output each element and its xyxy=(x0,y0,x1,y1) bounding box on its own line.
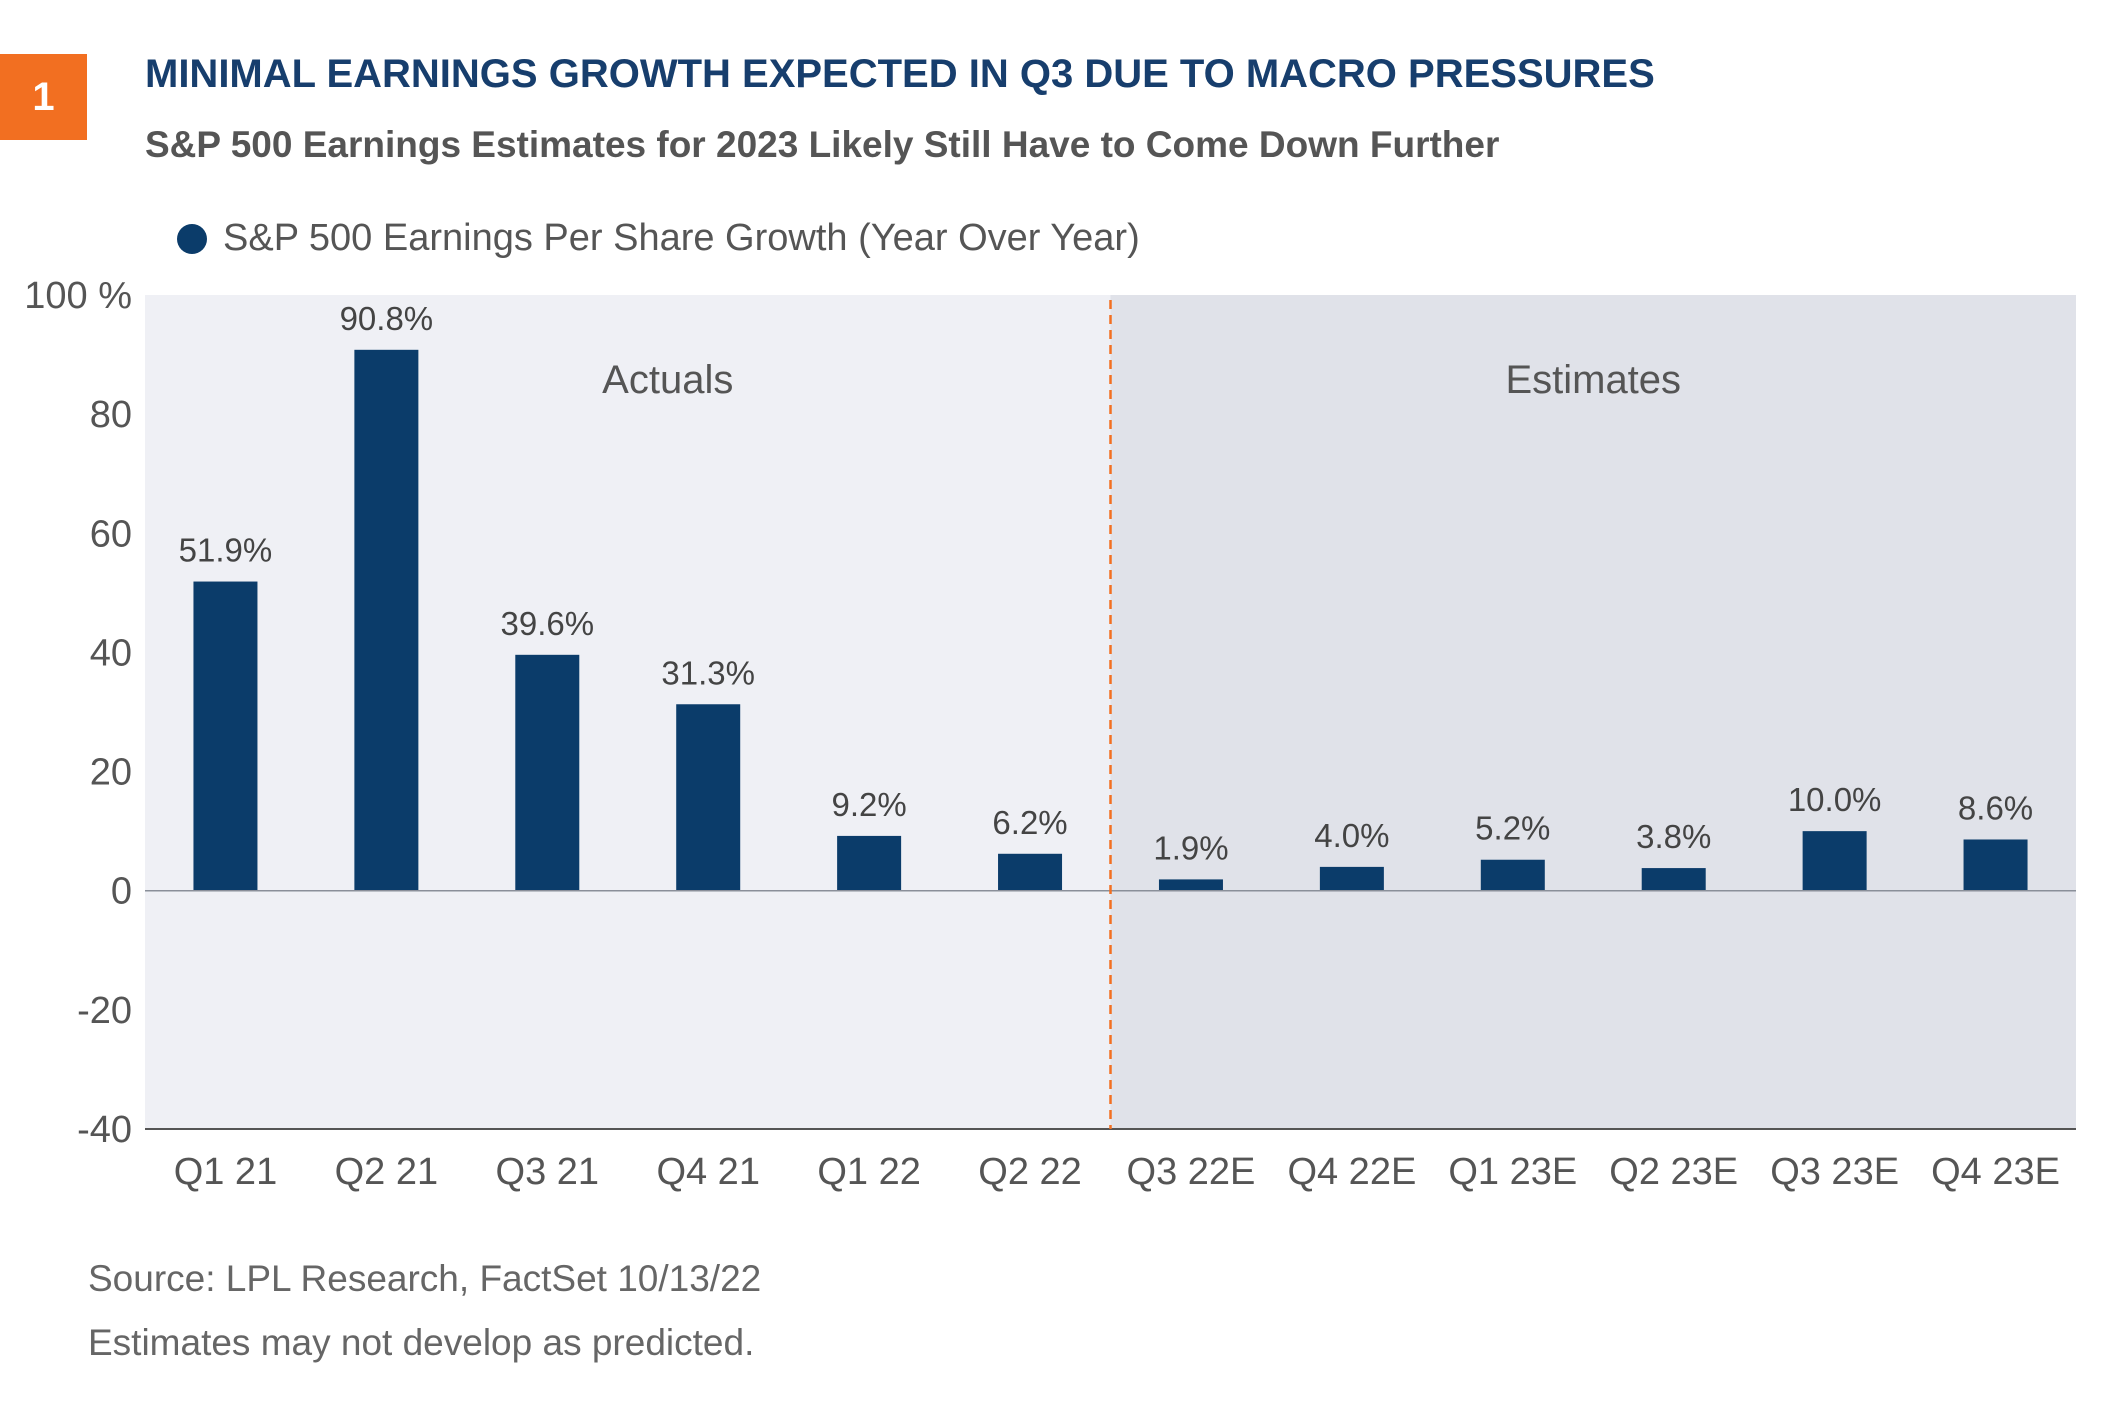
x-tick-label: Q3 22E xyxy=(1127,1151,1256,1193)
x-tick-label: Q4 23E xyxy=(1931,1151,2060,1193)
bar xyxy=(1641,868,1706,891)
x-tick-label: Q4 22E xyxy=(1287,1151,1416,1193)
bar xyxy=(1158,879,1223,891)
y-tick-label: 40 xyxy=(90,632,132,674)
bar xyxy=(1963,839,2028,891)
x-tick-label: Q3 23E xyxy=(1770,1151,1899,1193)
data-label: 90.8% xyxy=(340,300,434,337)
chart-title: MINIMAL EARNINGS GROWTH EXPECTED IN Q3 D… xyxy=(145,52,1655,96)
data-label: 8.6% xyxy=(1958,789,2033,826)
data-label: 31.3% xyxy=(661,654,755,691)
x-tick-label: Q2 21 xyxy=(335,1151,439,1193)
bar xyxy=(1319,866,1384,891)
data-label: 6.2% xyxy=(992,804,1067,841)
y-tick-label: 0 xyxy=(111,871,132,913)
bars xyxy=(193,349,2028,891)
y-tick-label: -40 xyxy=(77,1109,132,1151)
bar xyxy=(837,835,902,891)
data-label: 3.8% xyxy=(1636,818,1711,855)
bar xyxy=(515,654,580,891)
bar xyxy=(354,349,419,891)
source-note: Source: LPL Research, FactSet 10/13/22 xyxy=(88,1258,762,1299)
x-axis-labels: Q1 21 Q2 21 Q3 21 Q4 21 Q1 22 Q2 22 Q3 22E Q4 2… xyxy=(174,1151,2060,1193)
bar xyxy=(193,581,258,891)
x-tick-label: Q1 23E xyxy=(1448,1151,1577,1193)
x-tick-label: Q2 22 xyxy=(978,1151,1082,1193)
data-label: 5.2% xyxy=(1475,810,1550,847)
legend: S&P 500 Earnings Per Share Growth (Year … xyxy=(177,217,1140,260)
data-label: 10.0% xyxy=(1788,781,1882,818)
data-labels: 51.9% 90.8% 39.6% 31.3% 9.2% 6.2% 1.9% 4.0% 5.2%… xyxy=(179,300,2033,867)
figure-number-badge: 1 xyxy=(0,54,87,140)
legend-marker xyxy=(177,223,207,254)
x-tick-label: Q4 21 xyxy=(656,1151,760,1193)
x-tick-label: Q1 22 xyxy=(817,1151,921,1193)
legend-label: S&P 500 Earnings Per Share Growth (Year … xyxy=(223,217,1140,259)
y-tick-label: 20 xyxy=(90,752,132,794)
disclaimer-note: Estimates may not develop as predicted. xyxy=(88,1322,755,1363)
region-label-actuals: Actuals xyxy=(602,358,733,402)
region-label-estimates: Estimates xyxy=(1505,358,1681,402)
y-tick-label: 100 % xyxy=(24,275,132,317)
bar xyxy=(1480,859,1545,891)
x-tick-label: Q3 21 xyxy=(496,1151,600,1193)
bar xyxy=(998,853,1063,891)
x-tick-label: Q1 21 xyxy=(174,1151,278,1193)
bar xyxy=(676,704,741,891)
bar xyxy=(1802,831,1867,891)
y-tick-label: 60 xyxy=(90,513,132,555)
y-axis-ticks: 100 % 80 60 40 20 0 -20 -40 xyxy=(24,275,132,1151)
y-tick-label: -20 xyxy=(77,990,132,1032)
data-label: 1.9% xyxy=(1153,829,1228,866)
region-labels: Actuals Estimates xyxy=(602,358,1681,402)
data-label: 51.9% xyxy=(179,532,273,569)
data-label: 4.0% xyxy=(1314,817,1389,854)
data-label: 9.2% xyxy=(832,786,907,823)
data-label: 39.6% xyxy=(501,605,595,642)
x-tick-label: Q2 23E xyxy=(1609,1151,1738,1193)
chart-subtitle: S&P 500 Earnings Estimates for 2023 Like… xyxy=(145,124,1500,165)
y-tick-label: 80 xyxy=(90,394,132,436)
estimates-background xyxy=(1110,295,2076,1129)
actuals-background xyxy=(145,295,1111,1129)
